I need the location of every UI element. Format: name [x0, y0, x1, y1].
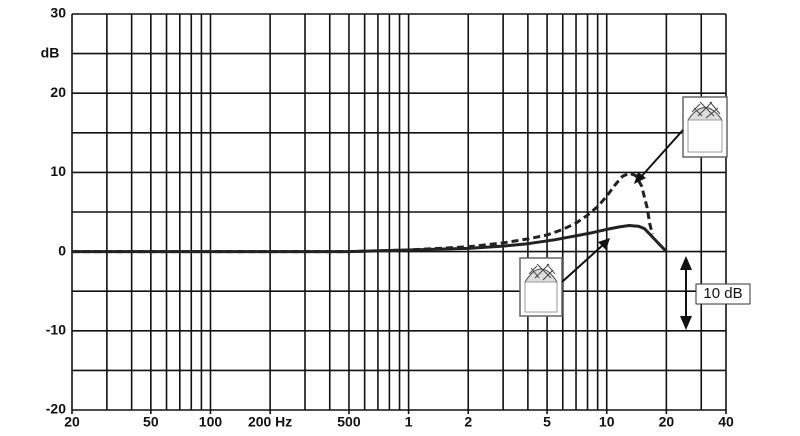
grid	[71, 13, 727, 414]
y-tick-label: -20	[46, 401, 66, 417]
y-tick-label: 20	[50, 84, 66, 100]
scale-arrow	[680, 256, 692, 330]
x-tick-label: 50	[143, 414, 159, 430]
pointer	[561, 243, 605, 283]
x-tick-label: 200 Hz	[248, 414, 292, 430]
x-tick-label: 2	[464, 414, 472, 430]
x-tick-label: 500	[337, 414, 361, 430]
y-axis-unit: dB	[41, 45, 60, 61]
x-tick-label: 100	[199, 414, 223, 430]
annotation-box	[695, 283, 751, 305]
curves	[72, 171, 668, 254]
pointer-head	[598, 238, 610, 250]
y-tick-label: 0	[58, 242, 66, 258]
annotation: 10 dB	[703, 285, 742, 302]
x-tick-label: 20	[64, 414, 80, 430]
x-tick-label: 1	[405, 414, 413, 430]
x-tick-label: 10	[599, 414, 615, 430]
pointer	[639, 129, 684, 179]
y-tick-label: 10	[50, 163, 66, 179]
x-tick-label: 5	[543, 414, 551, 430]
response-curve	[72, 224, 668, 254]
y-tick-label: -10	[46, 322, 66, 338]
mic-icon-bottom	[519, 257, 563, 317]
mic-icon-top	[682, 96, 728, 158]
x-tick-label: 20	[659, 414, 675, 430]
x-tick-label: 40	[718, 414, 734, 430]
response-curve	[72, 171, 654, 254]
y-tick-label: 30	[50, 5, 66, 21]
pointer-head	[634, 172, 646, 184]
